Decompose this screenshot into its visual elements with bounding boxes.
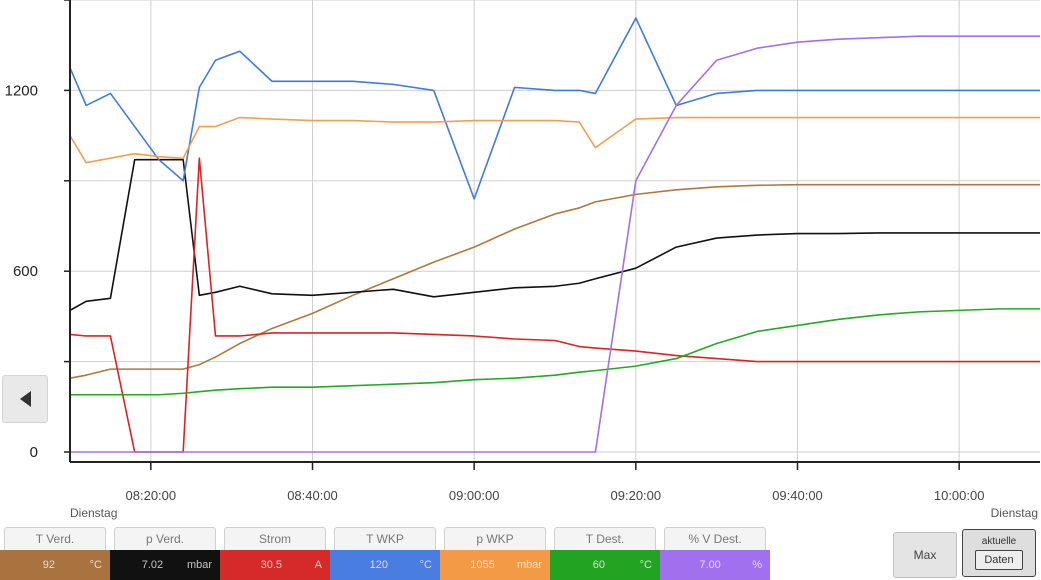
series-line	[70, 35, 1040, 453]
legend-value: 120	[369, 559, 388, 571]
legend-item-label: T Verd.	[4, 527, 106, 550]
series-line	[69, 157, 1040, 453]
x-day-label: Dienstag	[70, 506, 117, 520]
current-data-button[interactable]: aktuelle Daten	[962, 529, 1036, 577]
left-triangle-icon	[19, 391, 31, 407]
x-day-label: Dienstag	[991, 506, 1038, 520]
legend-item[interactable]: T Verd. 92 °C	[0, 527, 110, 580]
legend-value: 7.00	[699, 559, 721, 571]
legend-unit: %	[752, 559, 762, 571]
legend-item[interactable]: T WKP 120 °C	[330, 527, 440, 580]
legend-item[interactable]: p WKP 1055 mbar	[440, 527, 550, 580]
x-tick-label: 09:40:00	[772, 488, 823, 503]
legend-item-label: p WKP	[444, 527, 546, 550]
legend-value: 60	[592, 559, 605, 571]
legend-item-label: Strom	[224, 527, 326, 550]
legend-item[interactable]: % V Dest. 7.00%	[660, 527, 770, 580]
chart-axes	[64, 0, 1040, 470]
legend-item-label: % V Dest.	[664, 527, 766, 550]
legend-value-box: 7.00%	[660, 550, 770, 580]
chart-grid	[70, 0, 1040, 462]
legend-value: 30.5	[260, 559, 283, 571]
x-tick-label: 08:20:00	[126, 488, 177, 503]
series-line	[69, 183, 1040, 379]
legend-value-box: 7.02 mbar	[110, 550, 220, 580]
legend-item-label: T WKP	[334, 527, 436, 550]
legend-unit: °C	[419, 559, 432, 571]
legend-value-box: 60 °C	[550, 550, 660, 580]
legend-item-label: p Verd.	[114, 527, 216, 550]
series-line	[70, 308, 1040, 396]
series-line	[69, 116, 1040, 164]
legend-unit: °C	[639, 559, 652, 571]
legend-unit: mbar	[186, 559, 212, 571]
y-tick-label: 600	[13, 263, 38, 280]
legend-value: 1055	[470, 559, 495, 571]
legend-value: 7.02	[141, 559, 164, 571]
max-button-label: Max	[913, 548, 937, 562]
legend-unit: mbar	[516, 559, 542, 571]
max-button[interactable]: Max	[893, 532, 957, 578]
y-tick-label: 1200	[5, 82, 38, 99]
legend-item[interactable]: p Verd. 7.02 mbar	[110, 527, 220, 580]
legend-value-box: 120 °C	[330, 550, 440, 580]
legend-unit: A	[314, 559, 322, 571]
chart-ticks: 0 600 1200 08:20:00 08:40:00 09:00:00 09:20:00…	[5, 82, 1038, 520]
current-data-label-bottom: Daten	[975, 550, 1023, 570]
line-chart: 0 600 1200 08:20:00 08:40:00 09:00:00 09:20:00…	[5, 0, 1040, 520]
legend-unit: °C	[89, 559, 102, 571]
legend-value-box: 92 °C	[0, 550, 110, 580]
legend-item[interactable]: T Dest. 60 °C	[550, 527, 660, 580]
legend-value-box: 1055 mbar	[440, 550, 550, 580]
y-tick-label: 0	[30, 444, 38, 461]
legend-item-label: T Dest.	[554, 527, 656, 550]
series-legend: T Verd. 92 °C p Verd. 7.02 mbar Strom 30.5 A T WK…	[0, 527, 780, 580]
current-data-label-top: aktuelle	[981, 536, 1017, 547]
chart-series	[69, 17, 1040, 453]
x-tick-label: 10:00:00	[934, 488, 985, 503]
x-tick-label: 09:20:00	[611, 488, 662, 503]
series-line	[69, 17, 1040, 200]
legend-item[interactable]: Strom 30.5 A	[220, 527, 330, 580]
x-tick-label: 08:40:00	[287, 488, 338, 503]
legend-value-box: 30.5 A	[220, 550, 330, 580]
legend-value: 92	[42, 559, 55, 571]
x-tick-label: 09:00:00	[449, 488, 500, 503]
series-line	[69, 158, 1040, 312]
scroll-back-button[interactable]	[2, 375, 48, 423]
